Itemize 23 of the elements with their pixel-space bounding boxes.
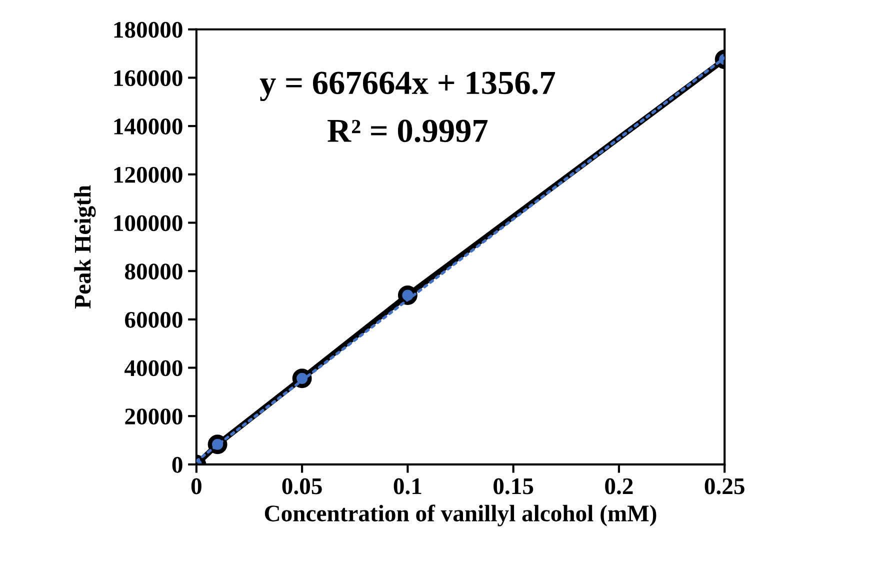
y-tick-label: 180000 [114, 22, 182, 38]
y-tick-label: 120000 [114, 166, 182, 183]
y-tick-label: 40000 [124, 360, 182, 376]
x-axis-title: Concentration of vanillyl alcohol (mM) [264, 504, 656, 526]
point [398, 286, 418, 305]
point [208, 434, 228, 454]
annotation: y = 667664x + 1356.7 [260, 72, 556, 102]
x-tick-label: 0.15 [494, 478, 534, 494]
x-tick-label: 0 [191, 478, 202, 494]
point [292, 368, 312, 388]
y-tick-label: 20000 [125, 408, 182, 425]
x-tick-label: 0.2 [605, 478, 633, 494]
y-tick-label: 160000 [114, 70, 182, 86]
x-tick-label: 0.05 [282, 478, 322, 494]
x-tick-label: 0.25 [704, 478, 744, 494]
y-tick-label: 80000 [124, 264, 182, 280]
y-axis-title: Peak Heigth [74, 185, 96, 308]
y-tick-label: 0 [172, 456, 182, 473]
y-tick-label: 100000 [114, 215, 182, 232]
x-tick-label: 0.1 [394, 478, 422, 494]
y-tick-label: 140000 [114, 118, 182, 134]
y-tick-label: 60000 [125, 312, 182, 328]
annotation: R² = 0.9997 [328, 120, 488, 142]
